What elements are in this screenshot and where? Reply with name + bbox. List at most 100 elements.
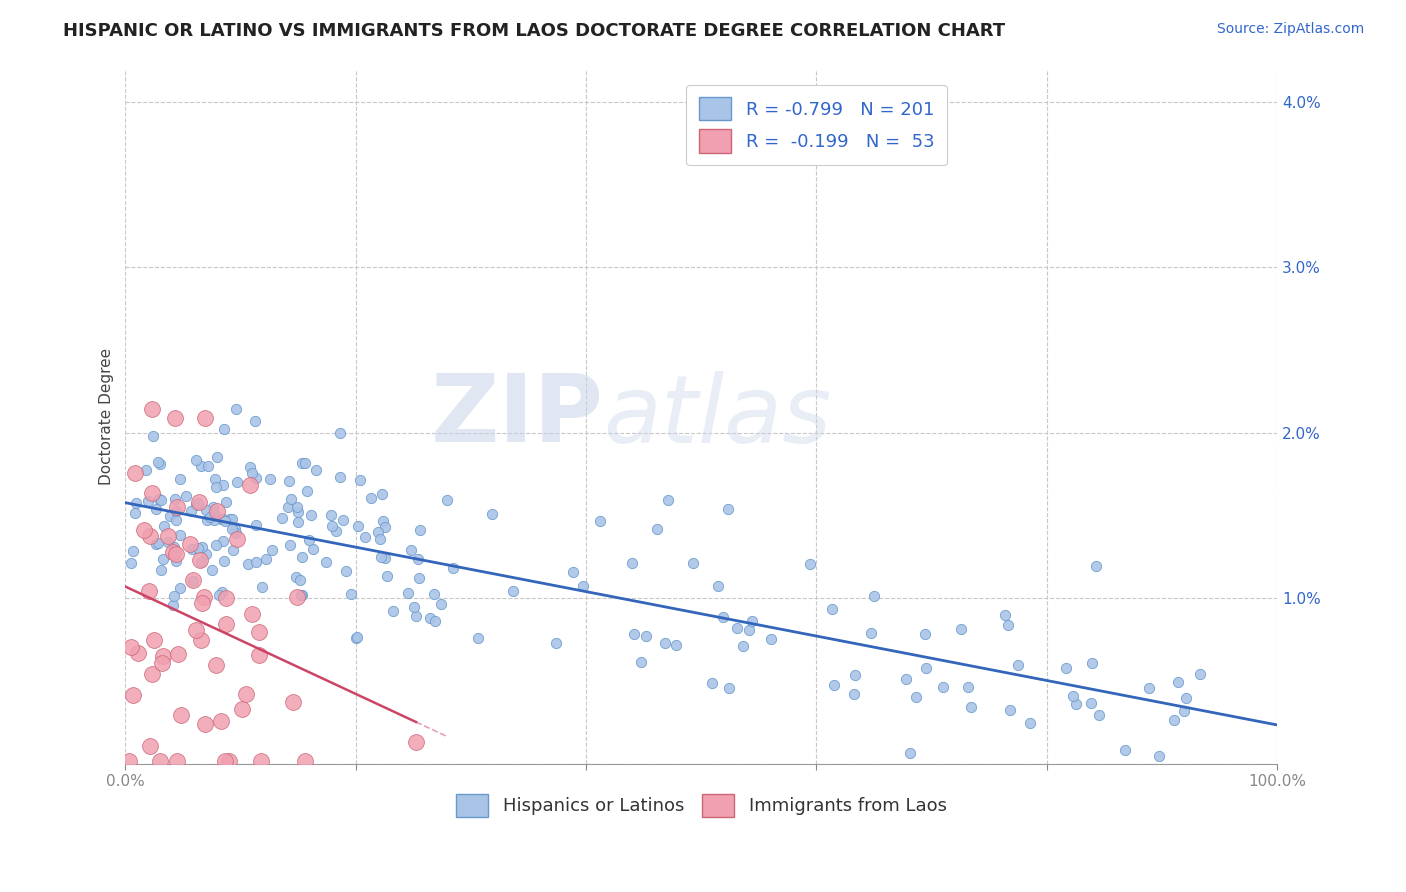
Point [325, 524, 347, 538]
Point [718, 681, 741, 695]
Point [221, 512, 243, 526]
Point [665, 638, 688, 652]
Text: Source: ZipAtlas.com: Source: ZipAtlas.com [1216, 22, 1364, 37]
Point [148, 455, 170, 469]
Point [165, 491, 187, 506]
Point [181, 573, 204, 587]
Point [905, 690, 928, 704]
Point [145, 501, 167, 516]
Point [1080, 696, 1102, 710]
Point [135, 463, 157, 477]
Point [370, 550, 392, 565]
Point [285, 500, 308, 515]
Point [371, 514, 394, 528]
Point [148, 535, 170, 549]
Point [152, 656, 174, 670]
Point [239, 460, 262, 475]
Point [305, 463, 328, 477]
Point [124, 506, 146, 520]
Point [544, 636, 567, 650]
Point [572, 579, 595, 593]
Point [190, 552, 212, 566]
Point [429, 598, 451, 612]
Point [193, 591, 215, 605]
Point [194, 410, 217, 425]
Point [1062, 689, 1084, 703]
Point [247, 624, 270, 639]
Point [823, 678, 845, 692]
Point [419, 611, 441, 625]
Point [898, 746, 921, 760]
Point [121, 640, 143, 654]
Text: HISPANIC OR LATINO VS IMMIGRANTS FROM LAOS DOCTORATE DEGREE CORRELATION CHART: HISPANIC OR LATINO VS IMMIGRANTS FROM LA… [63, 22, 1005, 40]
Point [166, 500, 188, 514]
Point [932, 681, 955, 695]
Point [142, 429, 165, 443]
Point [405, 609, 427, 624]
Point [844, 667, 866, 681]
Point [187, 541, 209, 555]
Point [707, 579, 730, 593]
Point [654, 636, 676, 650]
Point [202, 513, 225, 527]
Point [423, 587, 446, 601]
Point [280, 491, 302, 506]
Point [682, 556, 704, 570]
Point [731, 639, 754, 653]
Point [404, 599, 426, 614]
Point [717, 501, 740, 516]
Point [214, 514, 236, 528]
Point [204, 657, 226, 672]
Point [247, 648, 270, 663]
Point [235, 687, 257, 701]
Point [159, 509, 181, 524]
Point [259, 472, 281, 486]
Point [138, 584, 160, 599]
Point [141, 402, 163, 417]
Point [226, 532, 249, 546]
Point [166, 754, 188, 768]
Point [122, 543, 145, 558]
Point [214, 754, 236, 768]
Point [1163, 713, 1185, 727]
Point [221, 542, 243, 557]
Point [209, 512, 232, 526]
Point [1188, 667, 1211, 681]
Point [328, 470, 350, 484]
Point [211, 533, 233, 548]
Point [1084, 559, 1107, 574]
Point [374, 520, 396, 534]
Point [152, 552, 174, 566]
Point [243, 414, 266, 428]
Point [163, 541, 186, 555]
Point [562, 566, 585, 580]
Point [202, 506, 225, 520]
Point [290, 588, 312, 602]
Point [298, 533, 321, 547]
Point [208, 588, 231, 602]
Point [205, 504, 228, 518]
Point [218, 754, 240, 768]
Point [287, 515, 309, 529]
Point [225, 475, 247, 489]
Point [215, 591, 238, 606]
Point [914, 626, 936, 640]
Point [294, 456, 316, 470]
Point [186, 624, 208, 638]
Point [1080, 656, 1102, 670]
Point [260, 543, 283, 558]
Point [997, 618, 1019, 632]
Point [187, 496, 209, 510]
Point [1173, 704, 1195, 718]
Point [278, 474, 301, 488]
Point [250, 754, 273, 768]
Point [162, 545, 184, 559]
Point [634, 629, 657, 643]
Point [354, 530, 377, 544]
Point [221, 522, 243, 536]
Point [950, 622, 973, 636]
Point [124, 495, 146, 509]
Point [215, 617, 238, 632]
Point [145, 536, 167, 550]
Point [630, 656, 652, 670]
